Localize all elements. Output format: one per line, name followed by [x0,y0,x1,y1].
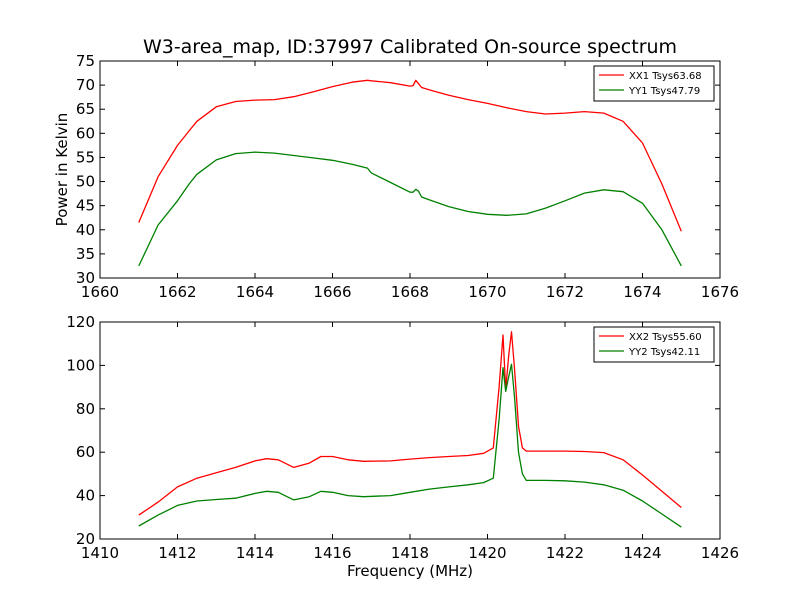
y-tick-label: 20 [76,530,95,548]
y-tick-label: 60 [76,443,95,461]
y-tick-label: 40 [76,487,95,505]
legend-label: XX1 Tsys63.68 [629,71,702,82]
y-tick-label: 45 [76,197,95,215]
legend-box [593,326,715,363]
y-tick-label: 120 [66,313,95,331]
legend-box [593,65,715,102]
bottom-spectrum-panel: 1410 1412 1414 1416 1418 1420 1422 1424 1426 20 40… [66,313,739,580]
x-tick-label: 1416 [313,544,351,562]
figure-title: W3-area_map, ID:37997 Calibrated On-sour… [143,36,677,58]
legend: XX1 Tsys63.68 YY1 Tsys47.79 [593,65,715,102]
x-tick-label: 1660 [81,283,119,301]
x-tick-label: 1414 [236,544,274,562]
x-axis-title: Frequency (MHz) [347,562,473,580]
x-tick-label: 1670 [468,283,506,301]
legend-label: YY1 Tsys47.79 [628,86,700,97]
y-tick-label: 100 [66,356,95,374]
y-tick-label: 70 [76,76,95,94]
series-line-1-2 [138,151,682,267]
legend-label: XX2 Tsys55.60 [629,332,702,343]
x-tick-label: 1666 [313,283,351,301]
y-tick-label: 35 [76,245,95,263]
y-tick-label: 80 [76,400,95,418]
y-tick-label: 60 [76,124,95,142]
x-tick-label: 1676 [701,283,739,301]
legend: XX2 Tsys55.60 YY2 Tsys42.11 [593,326,715,363]
x-tick-label: 1410 [81,544,119,562]
x-tick-label: 1426 [701,544,739,562]
x-tick-label: 1420 [468,544,506,562]
x-tick-label: 1672 [546,283,584,301]
series-line-2-2 [138,363,682,528]
legend-label: YY2 Tsys42.11 [628,347,700,358]
y-axis-title: Power in Kelvin [53,113,71,227]
x-tick-label: 1668 [391,283,429,301]
x-tick-label: 1418 [391,544,429,562]
series-line-1-1 [138,79,682,232]
y-tick-label: 65 [76,100,95,118]
x-tick-label: 1664 [236,283,274,301]
y-tick-label: 50 [76,173,95,191]
y-tick-label: 30 [76,269,95,287]
series-line-2-1 [138,331,682,516]
y-tick-label: 55 [76,148,95,166]
y-tick-label: 75 [76,52,95,70]
y-tick-label: 40 [76,221,95,239]
x-tick-label: 1674 [623,283,661,301]
x-tick-label: 1424 [623,544,661,562]
top-spectrum-panel: 1660 1662 1664 1666 1668 1670 1672 1674 1676 30 35… [53,52,739,301]
x-tick-label: 1412 [158,544,196,562]
x-tick-label: 1662 [158,283,196,301]
x-tick-label: 1422 [546,544,584,562]
